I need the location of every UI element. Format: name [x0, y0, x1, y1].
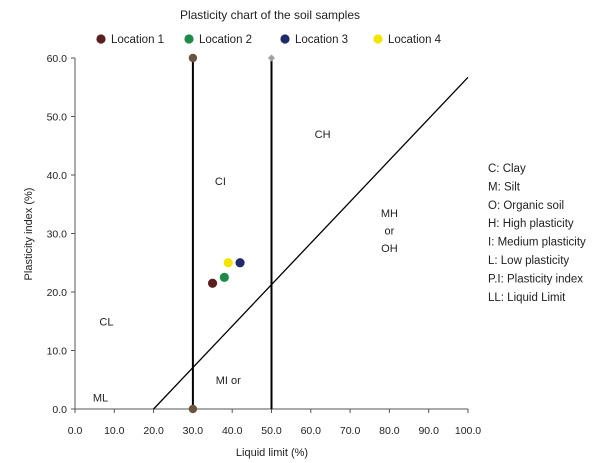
zone-label: CL — [99, 316, 113, 328]
y-tick-label: 50.0 — [47, 112, 68, 124]
abbreviation-note: C: Clay — [488, 163, 526, 175]
x-tick-label: 100.0 — [455, 425, 481, 437]
x-axis-label: Liquid limit (%) — [236, 447, 308, 459]
x-tick-label: 30.0 — [183, 425, 204, 437]
boundary-end-marker — [268, 54, 275, 62]
zone-label: MH — [381, 208, 398, 220]
abbreviation-note: P.I: Plasticity index — [488, 273, 583, 285]
legend-label: Location 1 — [111, 34, 164, 46]
legend-marker — [280, 34, 290, 44]
x-tick-label: 50.0 — [261, 425, 282, 437]
point-location-3 — [235, 258, 245, 268]
legend-label: Location 2 — [199, 34, 252, 46]
y-tick-label: 10.0 — [47, 346, 68, 358]
x-tick-label: 20.0 — [143, 425, 164, 437]
point-location-1 — [207, 278, 218, 288]
boundary-end-marker — [188, 53, 198, 63]
legend-marker — [184, 34, 194, 44]
zone-label: MI or — [216, 375, 241, 387]
abbreviation-note: I: Medium plasticity — [488, 237, 586, 249]
chart-title: Plasticity chart of the soil samples — [180, 8, 360, 22]
legend-marker — [373, 34, 383, 44]
zone-label: or — [385, 226, 395, 238]
y-tick-label: 0.0 — [52, 404, 67, 416]
y-tick-label: 20.0 — [47, 287, 68, 299]
zone-labels: CH CI MH or OH CL MI or ML — [93, 129, 398, 404]
zone-label: ML — [93, 392, 108, 404]
reference-lines — [153, 53, 469, 414]
a-line — [153, 76, 469, 410]
zone-label: OH — [381, 243, 398, 255]
zone-label: CI — [215, 176, 226, 188]
abbreviation-note: L: Low plasticity — [488, 255, 569, 267]
legend-label: Location 4 — [388, 34, 442, 46]
legend: Location 1 Location 2 Location 3 Location 4 — [96, 34, 442, 46]
point-location-4 — [223, 258, 233, 268]
x-tick-label: 60.0 — [301, 425, 322, 437]
x-tick-label: 80.0 — [379, 425, 400, 437]
y-tick-label: 40.0 — [47, 170, 68, 182]
boundary-end-marker — [188, 404, 198, 414]
x-tick-label: 0.0 — [68, 425, 83, 437]
y-tick-label: 60.0 — [47, 53, 68, 65]
y-axis-label: Plasticity index (%) — [23, 188, 35, 281]
x-tick-label: 90.0 — [418, 425, 439, 437]
axes: 0.0 10.0 20.0 30.0 40.0 50.0 60.0 70.0 80.0 90.0 1… — [47, 53, 482, 437]
zone-label: CH — [315, 129, 331, 141]
x-tick-label: 70.0 — [340, 425, 361, 437]
legend-label: Location 3 — [295, 34, 348, 46]
abbreviation-notes: C: Clay M: Silt O: Organic soil H: High pla… — [488, 163, 586, 304]
abbreviation-note: LL: Liquid Limit — [488, 292, 566, 304]
point-location-2 — [219, 272, 229, 282]
y-tick-label: 30.0 — [47, 229, 68, 241]
x-tick-label: 10.0 — [104, 425, 125, 437]
abbreviation-note: O: Organic soil — [488, 200, 564, 212]
abbreviation-note: M: Silt — [488, 181, 521, 193]
legend-marker — [96, 34, 106, 44]
x-tick-label: 40.0 — [222, 425, 243, 437]
abbreviation-note: H: High plasticity — [488, 218, 574, 230]
data-points — [207, 258, 245, 288]
